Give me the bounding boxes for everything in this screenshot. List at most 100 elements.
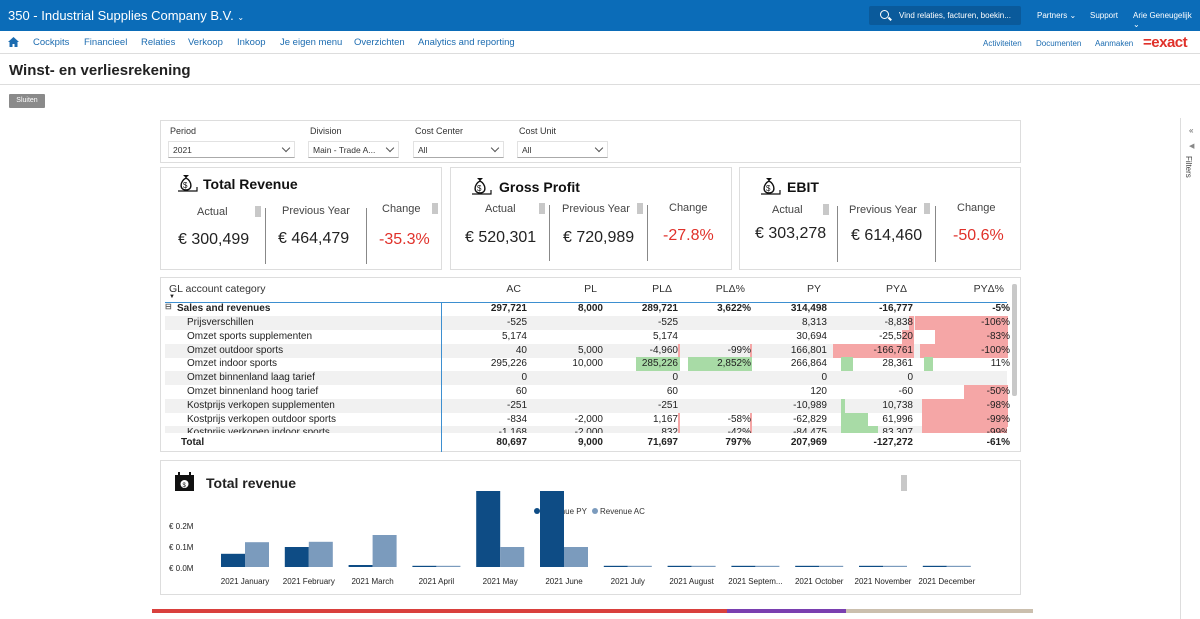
nav-verkoop[interactable]: Verkoop — [188, 37, 223, 48]
bar-revenue-py[interactable] — [412, 565, 437, 567]
collapse-icon[interactable]: ⊟ — [165, 302, 172, 311]
header-py[interactable]: PY — [806, 283, 821, 295]
table-row[interactable]: Kostprijs verkopen indoor sports -1,168 -2… — [165, 426, 1007, 434]
bar-revenue-py[interactable] — [603, 565, 628, 567]
table-cell: -84,475 — [793, 427, 827, 434]
home-icon[interactable] — [8, 37, 19, 47]
table-cell: 10,000 — [572, 358, 603, 370]
top-bar: 350 - Industrial Supplies Company B.V. ⌄… — [0, 0, 1200, 31]
close-button[interactable]: Sluiten — [9, 94, 45, 108]
header-divider — [165, 302, 1007, 303]
bar-revenue-py[interactable] — [284, 547, 309, 567]
slicer-division-dropdown[interactable]: Main - Trade A... — [308, 141, 399, 158]
legend-marker — [534, 508, 540, 514]
kpi-actual-value: € 520,301 — [465, 229, 537, 246]
partners-menu[interactable]: Partners ⌄ — [1037, 11, 1077, 20]
bar-revenue-py[interactable] — [795, 565, 820, 567]
bar-revenue-ac[interactable] — [308, 541, 333, 567]
bar-revenue-ac[interactable] — [627, 565, 652, 567]
bar-revenue-ac[interactable] — [691, 565, 716, 567]
table-row[interactable]: Omzet sports supplementen 5,174 5,174 30,69… — [165, 329, 1010, 344]
row-label: Kostprijs verkopen outdoor sports — [187, 413, 336, 425]
nav-documenten[interactable]: Documenten — [1036, 39, 1082, 48]
table-cell: -50% — [986, 386, 1010, 397]
table-row[interactable]: Omzet indoor sports 295,226 10,000 285,226 2… — [165, 357, 1010, 372]
header-pld[interactable]: PLΔ — [652, 283, 672, 295]
bar-revenue-ac[interactable] — [819, 565, 844, 567]
table-cell: 40 — [515, 344, 527, 356]
scrollbar[interactable] — [1012, 284, 1017, 396]
bar-revenue-ac[interactable] — [500, 547, 525, 567]
company-selector[interactable]: 350 - Industrial Supplies Company B.V. ⌄ — [8, 8, 244, 23]
nav-inkoop[interactable]: Inkoop — [237, 37, 266, 48]
table-cell: 5,000 — [577, 344, 603, 356]
table-cell: -99% — [727, 344, 751, 356]
bar-revenue-py[interactable] — [221, 553, 245, 567]
change-label: Change — [957, 202, 996, 214]
main-nav: Cockpits Financieel Relaties Verkoop Ink… — [0, 31, 1200, 54]
table-row[interactable]: Omzet binnenland laag tarief 0 0 0 0 — [165, 371, 1007, 386]
header-pl[interactable]: PL — [584, 283, 597, 295]
slicer-division-label: Division — [310, 126, 342, 136]
table-row[interactable]: Kostprijs verkopen supplementen -251 -251 -… — [165, 398, 1010, 413]
nav-aanmaken[interactable]: Aanmaken — [1095, 39, 1134, 48]
nav-relaties[interactable]: Relaties — [141, 37, 176, 48]
bar-revenue-ac[interactable] — [436, 565, 461, 567]
bar-revenue-py[interactable] — [348, 565, 373, 567]
nav-financieel[interactable]: Financieel — [84, 37, 128, 48]
row-label: Omzet outdoor sports — [187, 344, 284, 356]
change-label: Change — [382, 203, 421, 215]
header-pydp[interactable]: PYΔ% — [973, 283, 1004, 295]
collapse-icon[interactable]: « — [1189, 126, 1194, 135]
bar-revenue-py[interactable] — [859, 565, 883, 567]
column-divider — [441, 302, 442, 452]
nav-eigen-menu[interactable]: Je eigen menu — [280, 37, 343, 48]
bar-revenue-ac[interactable] — [946, 565, 971, 567]
support-link[interactable]: Support — [1090, 11, 1119, 20]
slicer-period-dropdown[interactable]: 2021 — [168, 141, 295, 158]
search-input[interactable]: Vind relaties, facturen, boekin... — [869, 6, 1021, 25]
bar-revenue-py[interactable] — [540, 491, 564, 567]
table-cell: 0 — [821, 372, 827, 384]
table-cell: 314,498 — [790, 303, 827, 314]
group-row[interactable]: ⊟ Sales and revenues 297,721 8,000 289,721 3,… — [165, 302, 1010, 316]
table-cell: 0 — [672, 372, 678, 384]
nav-analytics[interactable]: Analytics and reporting — [418, 37, 515, 48]
table-row[interactable]: Omzet outdoor sports 40 5,000 -4,960 -99% 166… — [165, 343, 1010, 358]
filters-pane[interactable]: « ◀ Filters — [1180, 118, 1200, 619]
table-cell: -25,520 — [879, 330, 913, 342]
bar-revenue-ac[interactable] — [245, 542, 269, 567]
bar-revenue-py[interactable] — [731, 565, 756, 567]
bar-revenue-py[interactable] — [922, 565, 947, 567]
slicer-costcenter-dropdown[interactable]: All — [413, 141, 504, 158]
bar-revenue-py[interactable] — [667, 565, 692, 567]
table-row[interactable]: Omzet binnenland hoog tarief 60 60 120 -60 -5… — [165, 385, 1010, 399]
info-marker — [637, 203, 643, 214]
table-row[interactable]: Prijsverschillen -525 -525 8,313 -8,838 -106% — [165, 316, 1010, 330]
user-menu[interactable]: Arie Geneugelijk ⌄ — [1133, 11, 1192, 29]
total-row[interactable]: Total 80,697 9,000 71,697 797% 207,969 -127,27… — [165, 436, 1010, 450]
slicer-costunit-dropdown[interactable]: All — [517, 141, 608, 158]
row-label: Kostprijs verkopen indoor sports — [187, 427, 330, 434]
header-pyd[interactable]: PYΔ — [885, 283, 907, 295]
bar-revenue-ac[interactable] — [755, 565, 780, 567]
bar-revenue-ac[interactable] — [883, 565, 907, 567]
header-pldp[interactable]: PLΔ% — [715, 283, 745, 295]
table-cell: 3,622% — [717, 303, 751, 314]
bar-revenue-ac[interactable] — [372, 535, 397, 567]
header-ac[interactable]: AC — [506, 283, 521, 295]
x-tick-label: 2021 March — [351, 577, 393, 586]
slicer-costcenter-value: All — [418, 145, 428, 155]
slicer-division-value: Main - Trade A... — [313, 145, 376, 155]
chevron-down-icon — [385, 143, 395, 153]
kpi-change-value: -50.6% — [953, 227, 1004, 244]
table-row[interactable]: Kostprijs verkopen outdoor sports -834 -2,… — [165, 412, 1010, 427]
variance-bar — [922, 398, 1008, 413]
nav-overzichten[interactable]: Overzichten — [354, 37, 405, 48]
nav-cockpits[interactable]: Cockpits — [33, 37, 70, 48]
header-gl-account[interactable]: GL account category — [169, 283, 266, 295]
bar-revenue-py[interactable] — [476, 491, 501, 567]
bar-revenue-ac[interactable] — [564, 547, 588, 567]
total-revenue-chart: $ Total revenue € 0.2M € 0.1M € 0.0M Revenu… — [160, 460, 1021, 595]
nav-activiteiten[interactable]: Activiteiten — [983, 39, 1022, 48]
